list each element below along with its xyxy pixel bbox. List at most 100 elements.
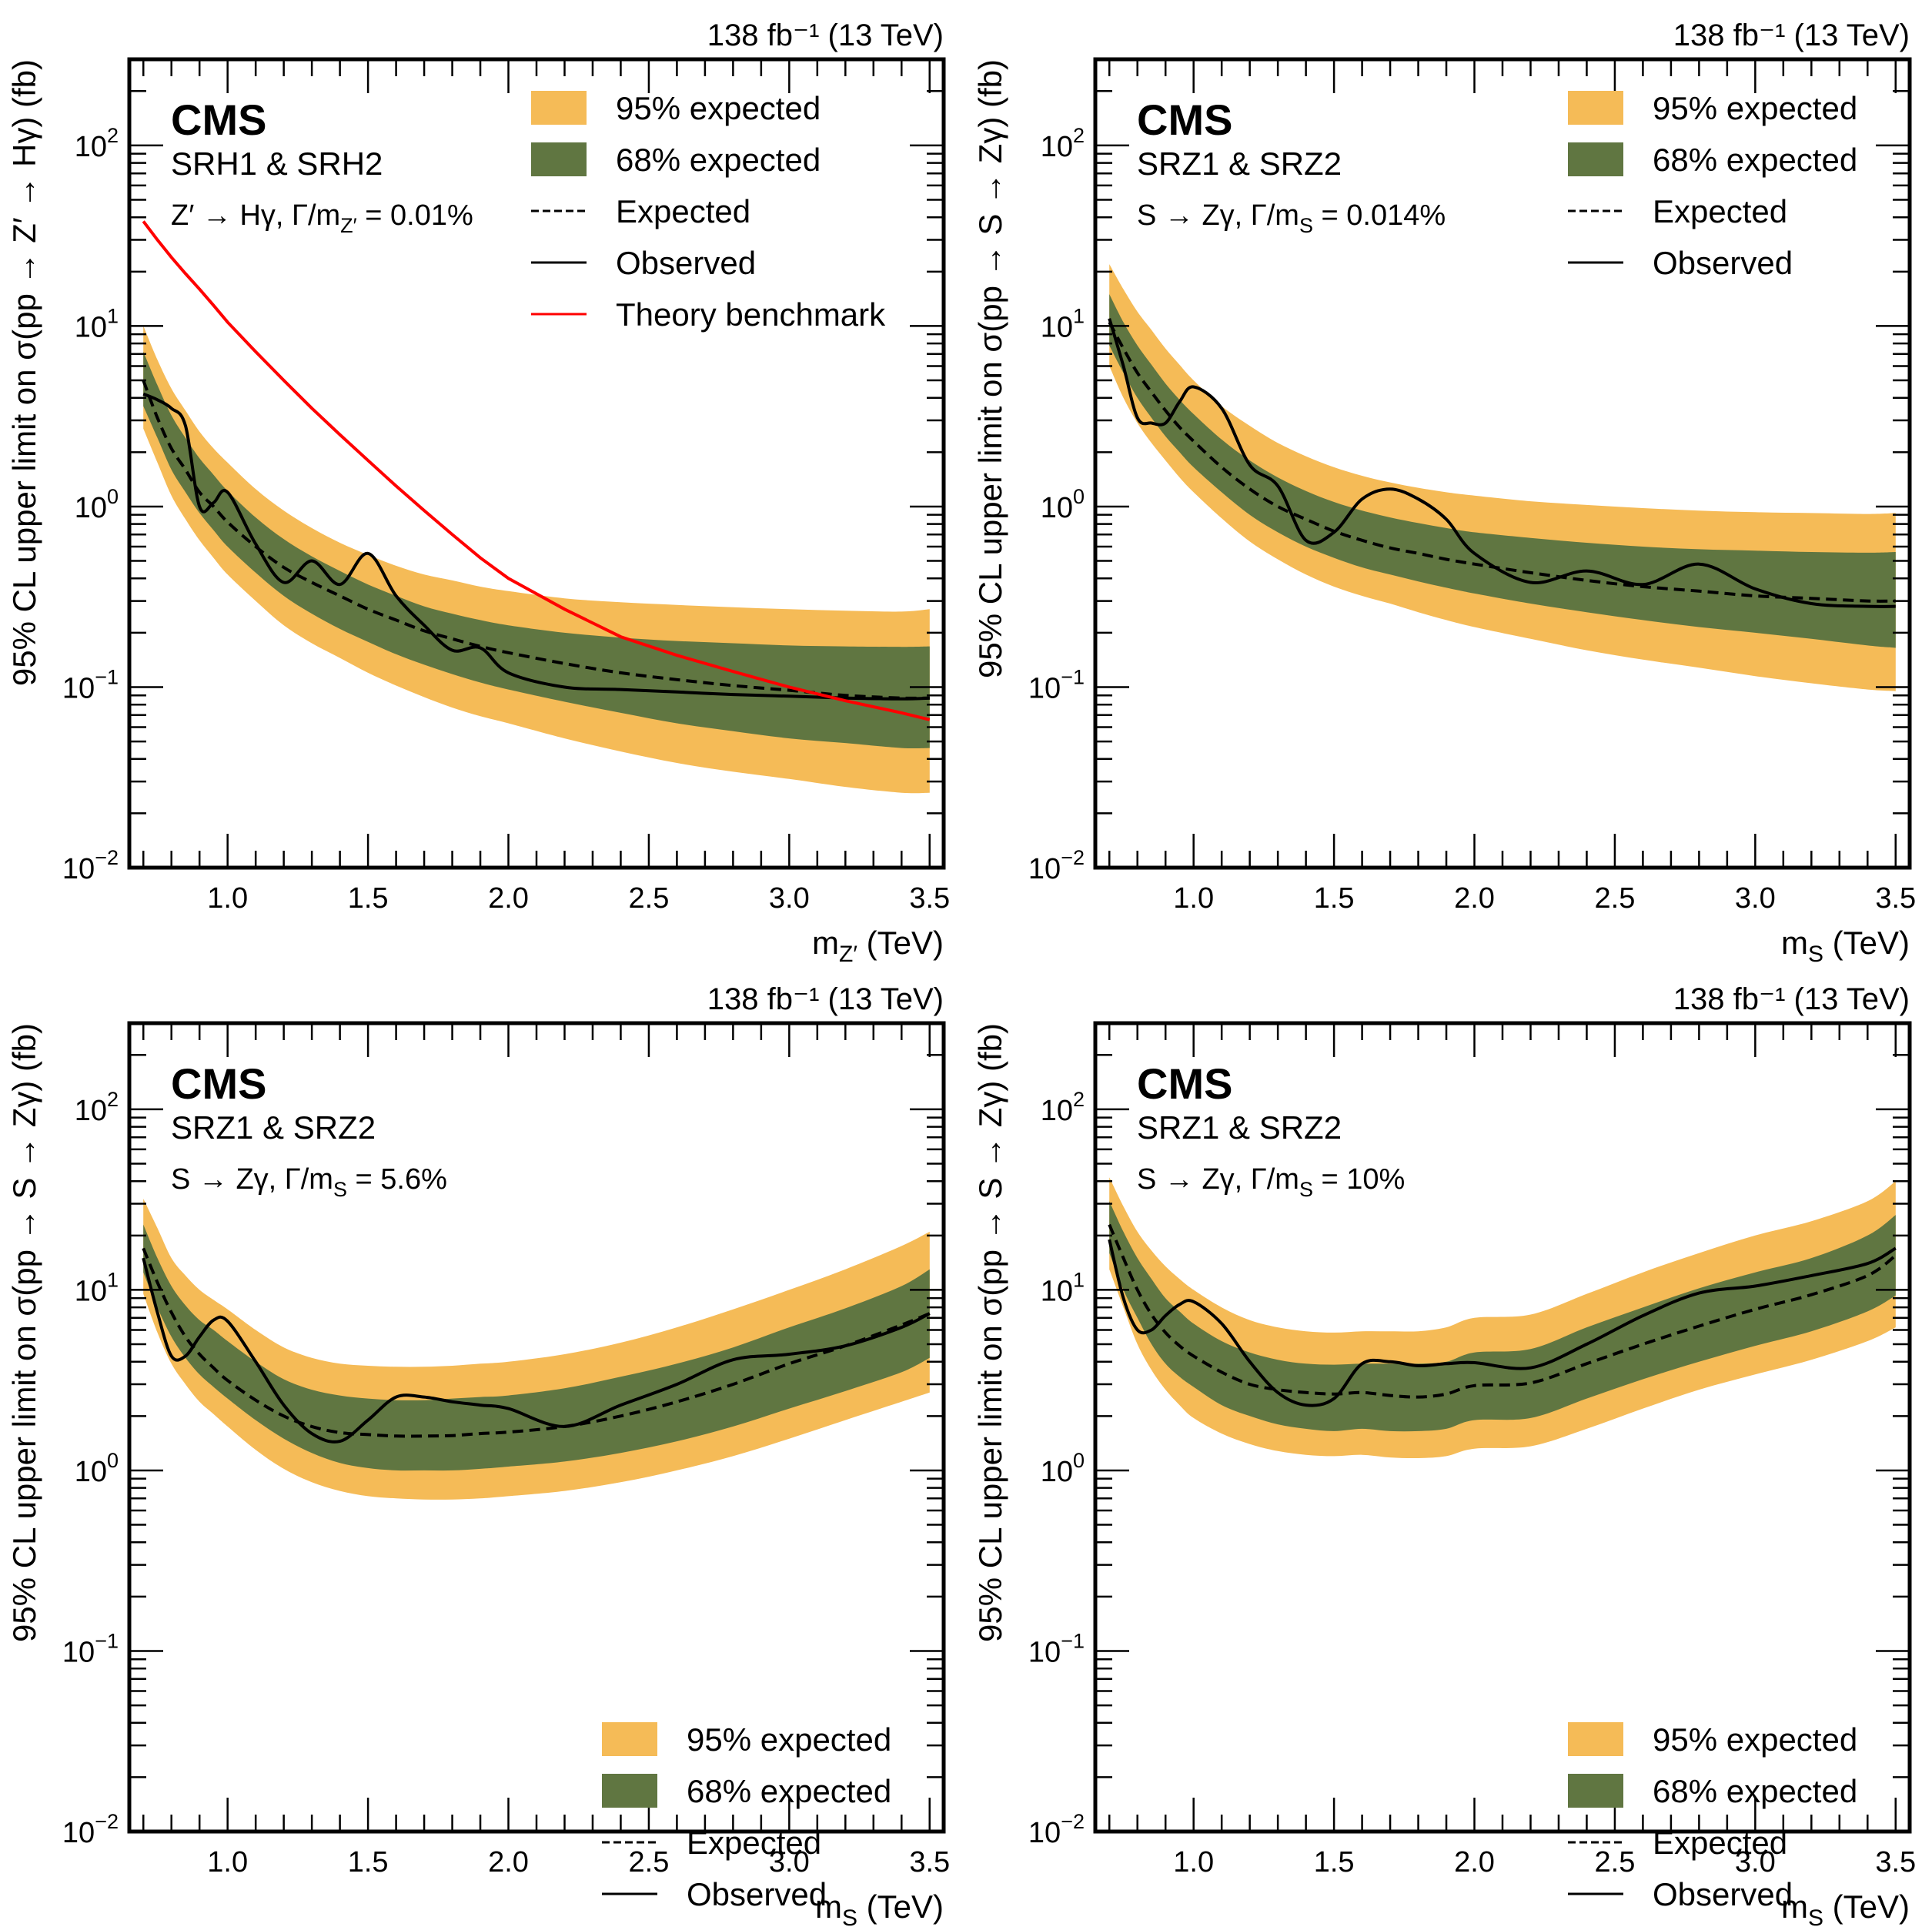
lumi-label: 138 fb⁻¹ (13 TeV) [1673,18,1910,52]
expected-line [142,1247,931,1438]
x-axis-title: mS (TeV) [1781,1889,1910,1927]
y-tick-label: 102 [1041,1088,1085,1127]
legend-swatch-95 [602,1722,657,1756]
legend-swatch-95 [531,91,587,125]
observed-line [1108,1239,1897,1407]
legend-item: 68% expected [1568,142,1857,178]
region-label: SRZ1 & SRZ2 [1137,1109,1342,1146]
x-tick-label: 3.5 [1875,882,1916,915]
x-tick-label: 1.0 [1173,1846,1214,1878]
cms-label: CMS [171,95,266,144]
y-tick-label: 10−1 [62,1629,119,1668]
panel-top-right: 1.0 1.5 2.0 2.5 3.0 3.5 10−2 10−1 100 101 102 mS (T… [966,0,1932,967]
x-tick-label: 2.5 [1595,1846,1636,1878]
process-label: S → Zγ, Γ/mS = 10% [1137,1163,1405,1201]
plot-area [142,220,931,794]
x-tick-label: 2.5 [629,1846,670,1878]
legend: 95% expected 68% expected Expected Observed [1568,90,1857,281]
chart-svg: 1.0 1.5 2.0 2.5 3.0 3.5 10−2 10−1 100 101 102 mS (T… [972,982,1916,1927]
lumi-label: 138 fb⁻¹ (13 TeV) [707,18,944,52]
legend-label: Expected [1653,1825,1787,1861]
y-tick-label: 10−2 [62,1810,119,1849]
legend-label: Observed [1653,1876,1793,1912]
legend-label: 95% expected [1653,90,1857,126]
region-label: SRZ1 & SRZ2 [1137,146,1342,182]
axes: 1.0 1.5 2.0 2.5 3.0 3.5 10−2 10−1 100 101 102 [1028,58,1916,915]
panel-bottom-right: 1.0 1.5 2.0 2.5 3.0 3.5 10−2 10−1 100 101 102 mS (T… [966,964,1932,1927]
legend-label: 68% expected [687,1773,891,1809]
legend-label: 68% expected [616,142,821,178]
process-label: S → Zγ, Γ/mS = 0.014% [1137,199,1446,237]
y-tick-label: 100 [75,485,119,524]
y-tick-label: 101 [1041,304,1085,343]
legend-item: Observed [602,1876,827,1912]
x-tick-label: 1.0 [1173,882,1214,915]
plot-area [1108,264,1896,691]
y-axis-title: 95% CL upper limit on σ(pp → S → Zγ) (fb… [972,1023,1008,1642]
x-tick-label: 1.5 [1314,1846,1355,1878]
legend-label: Expected [1653,193,1787,229]
legend-item: 95% expected [602,1721,891,1758]
legend-label: Observed [687,1876,827,1912]
y-tick-label: 10−1 [62,665,119,704]
legend-label: Observed [1653,245,1793,281]
band-68-expected [143,351,930,749]
x-tick-label: 3.5 [909,1846,950,1878]
x-axis-title: mZ′ (TeV) [812,925,944,967]
y-tick-label: 102 [75,1088,119,1127]
region-label: SRZ1 & SRZ2 [171,1109,376,1146]
legend-label: Expected [616,193,750,229]
legend: 95% expected 68% expected Expected Observed [602,1721,891,1912]
observed-line [142,1257,931,1444]
observed-line [142,392,930,701]
legend-label: 68% expected [1653,142,1857,178]
legend-item: 68% expected [1568,1773,1857,1809]
x-tick-label: 3.0 [769,1846,810,1878]
y-tick-label: 100 [1041,485,1085,524]
region-label: SRH1 & SRH2 [171,146,383,182]
x-tick-label: 2.0 [488,882,529,915]
y-tick-label: 100 [1041,1449,1085,1488]
x-tick-label: 3.0 [1735,1846,1776,1878]
x-tick-label: 1.0 [207,1846,248,1878]
band-68-expected [1109,1201,1896,1432]
x-tick-label: 3.0 [1735,882,1776,915]
lumi-label: 138 fb⁻¹ (13 TeV) [1673,982,1910,1016]
y-tick-label: 102 [75,124,119,163]
y-tick-label: 100 [75,1449,119,1488]
legend-swatch-68 [1568,142,1623,176]
legend-item: 95% expected [1568,1721,1857,1758]
y-tick-label: 10−2 [62,846,119,885]
y-tick-label: 10−1 [1028,1629,1085,1668]
cms-label: CMS [171,1059,266,1108]
legend-item: Observed [1568,245,1793,281]
y-tick-label: 101 [75,304,119,343]
legend-swatch-68 [1568,1774,1623,1808]
expected-line [142,380,930,700]
legend-item: 95% expected [1568,90,1857,126]
cms-label: CMS [1137,95,1232,144]
chart-svg: 1.0 1.5 2.0 2.5 3.0 3.5 10−2 10−1 100 101 102 mS (T… [972,18,1916,967]
axes: 1.0 1.5 2.0 2.5 3.0 3.5 10−2 10−1 100 101 102 [62,58,950,915]
legend-swatch-95 [1568,91,1623,125]
y-tick-label: 10−2 [1028,846,1085,885]
y-axis-title: 95% CL upper limit on σ(pp → S → Zγ) (fb… [6,1023,42,1642]
legend-label: 95% expected [1653,1721,1857,1758]
legend-swatch-68 [531,142,587,176]
x-tick-label: 3.0 [769,882,810,915]
y-tick-label: 102 [1041,124,1085,163]
legend-label: 95% expected [687,1721,891,1758]
cms-label: CMS [1137,1059,1232,1108]
chart-svg: 1.0 1.5 2.0 2.5 3.0 3.5 10−2 10−1 100 101 102 mZ′ (… [6,18,950,967]
x-tick-label: 1.5 [1314,882,1355,915]
legend: 95% expected 68% expected Expected Observed… [531,90,886,333]
legend-item: 68% expected [602,1773,891,1809]
legend-item: Expected [1568,1825,1787,1861]
x-tick-label: 2.5 [1595,882,1636,915]
theory-benchmark-line [142,220,931,721]
legend-label: Theory benchmark [616,296,886,333]
y-tick-label: 101 [75,1268,119,1307]
y-tick-label: 10−2 [1028,1810,1085,1849]
plot-area [142,1199,931,1500]
chart-svg: 1.0 1.5 2.0 2.5 3.0 3.5 10−2 10−1 100 101 102 mS (T… [6,982,950,1927]
